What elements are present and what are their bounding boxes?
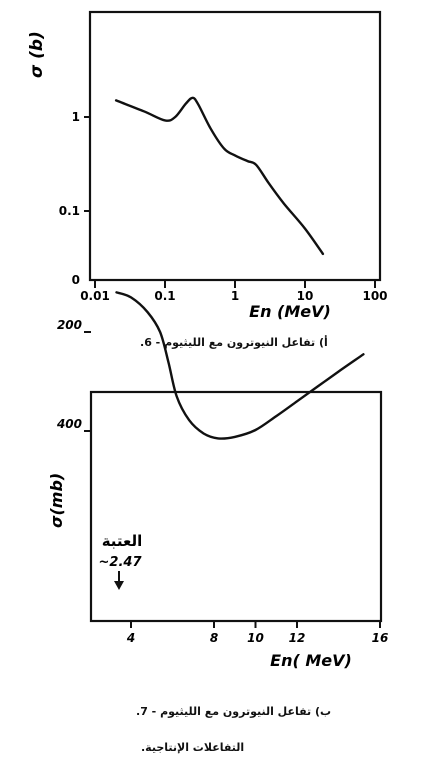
chart-1-x-tick-label: 10 bbox=[297, 289, 314, 303]
footer-caption: التفاعلات الإنتاجية. bbox=[141, 741, 245, 754]
chart-1-x-axis-title: En (MeV) bbox=[249, 302, 331, 321]
chart-1-y-axis-title: σ (b) bbox=[27, 31, 47, 78]
chart-2-x-tick-label: 8 bbox=[210, 631, 218, 645]
threshold-arrow-icon bbox=[114, 571, 124, 590]
chart-2-x-tick-label: 4 bbox=[126, 631, 135, 645]
chart-2-x-axis-title: En( MeV) bbox=[270, 651, 352, 670]
chart-2-x-tick-label: 12 bbox=[289, 631, 306, 645]
chart-1-y-tick-label: 0.1 bbox=[59, 204, 80, 218]
chart-1-caption: أ) تفاعل النيوترون مع الليثيوم - 6. bbox=[140, 336, 328, 349]
chart-1-y-tick-label: 0 bbox=[72, 273, 80, 287]
chart-1-x-tick-label: 0.1 bbox=[154, 289, 175, 303]
chart-2-ticks: 4 8 10 12 16 200 400 bbox=[56, 318, 388, 645]
chart-2-x-tick-label: 10 bbox=[247, 631, 264, 645]
chart-2-y-tick-label: 400 bbox=[56, 417, 82, 431]
chart-2-series-line bbox=[115, 291, 365, 440]
chart-1-ticks: 0.01 0.1 1 10 100 0 0.1 1 bbox=[59, 110, 388, 303]
chart-1-y-tick-label: 1 bbox=[72, 110, 80, 124]
chart-1-x-tick-label: 100 bbox=[362, 289, 387, 303]
chart-2: σ(mb) En( MeV) 4 8 10 12 16 200 400 العتبة ~2.… bbox=[47, 291, 388, 670]
chart-1-frame bbox=[88, 10, 382, 282]
chart-2-caption: ب) تفاعل النيوترون مع الليثيوم - 7. bbox=[136, 705, 332, 718]
threshold-label: العتبة bbox=[102, 532, 143, 550]
chart-2-y-axis-title: σ(mb) bbox=[47, 473, 66, 528]
chart-1-series-line bbox=[114, 96, 325, 256]
chart-2-y-tick-label: 200 bbox=[57, 318, 82, 332]
chart-1-x-tick-label: 0.01 bbox=[80, 289, 110, 303]
chart-2-x-tick-label: 16 bbox=[372, 631, 389, 645]
threshold-value: ~2.47 bbox=[99, 555, 143, 570]
chart-2-frame bbox=[89, 390, 383, 623]
chart-1-x-tick-label: 1 bbox=[231, 289, 239, 303]
chart-1: σ (b) En (MeV) 0.01 0.1 1 10 100 0 0.1 1 bbox=[27, 10, 388, 321]
